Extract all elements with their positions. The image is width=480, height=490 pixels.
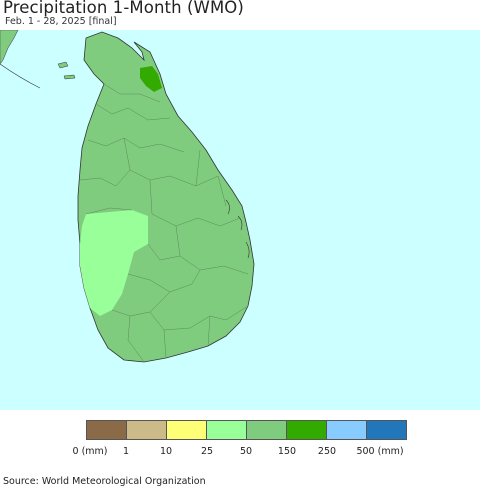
map-panel — [0, 30, 480, 410]
legend-label-150: 150 — [277, 446, 297, 457]
map-title: Precipitation 1-Month (WMO) — [3, 0, 244, 17]
india-coastline — [0, 63, 41, 89]
legend-swatch-0-1 — [87, 421, 127, 439]
district-boundaries — [79, 83, 249, 363]
legend-swatch-25-50 — [207, 421, 247, 439]
legend-label-1: 1 — [122, 446, 130, 457]
west-coast-region — [80, 210, 148, 316]
india-landmass — [0, 30, 19, 65]
legend-swatch-50-150 — [247, 421, 287, 439]
legend-swatch-1-10 — [127, 421, 167, 439]
legend-label-500: 500 (mm) — [356, 446, 404, 457]
legend-label-250: 250 — [317, 446, 337, 457]
legend-label-50: 50 — [239, 446, 253, 457]
legend-swatch-500-plus — [367, 421, 406, 439]
legend-swatch-10-25 — [167, 421, 207, 439]
legend-label-25: 25 — [200, 446, 214, 457]
legend-swatch-150-250 — [287, 421, 327, 439]
legend-swatch-250-500 — [327, 421, 367, 439]
east-coast-lagoons — [225, 199, 250, 259]
legend-colorbar — [86, 420, 407, 440]
legend-label-10: 10 — [159, 446, 173, 457]
date-range: Feb. 1 - 28, 2025 [final] — [5, 16, 117, 27]
legend-label-0: 0 (mm) — [72, 446, 108, 457]
precipitation-map — [0, 30, 255, 363]
source-credit: Source: World Meteorological Organizatio… — [3, 476, 206, 487]
legend-labels: 0 (mm) 1 10 25 50 150 250 500 (mm) — [0, 446, 480, 460]
northern-wet-region — [140, 66, 162, 92]
